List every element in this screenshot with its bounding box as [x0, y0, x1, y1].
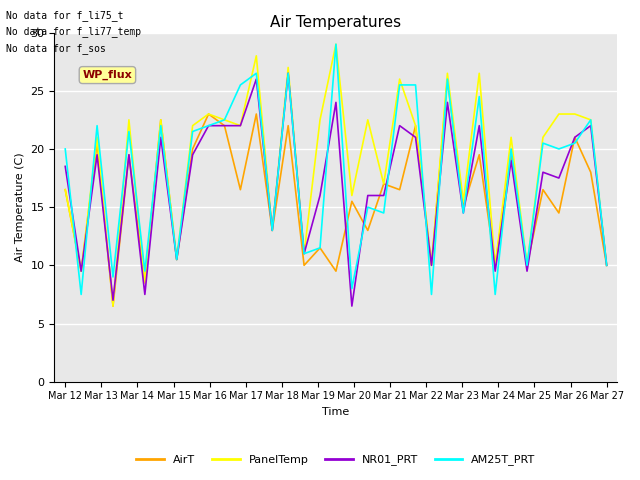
Text: No data for f_sos: No data for f_sos — [6, 43, 106, 54]
Text: No data for f_li77_temp: No data for f_li77_temp — [6, 26, 141, 37]
Y-axis label: Air Temperature (C): Air Temperature (C) — [15, 152, 25, 262]
X-axis label: Time: Time — [323, 407, 349, 417]
Text: No data for f_li75_t: No data for f_li75_t — [6, 10, 124, 21]
Legend: AirT, PanelTemp, NR01_PRT, AM25T_PRT: AirT, PanelTemp, NR01_PRT, AM25T_PRT — [132, 450, 540, 470]
Text: WP_flux: WP_flux — [83, 70, 132, 80]
Title: Air Temperatures: Air Temperatures — [270, 15, 401, 30]
